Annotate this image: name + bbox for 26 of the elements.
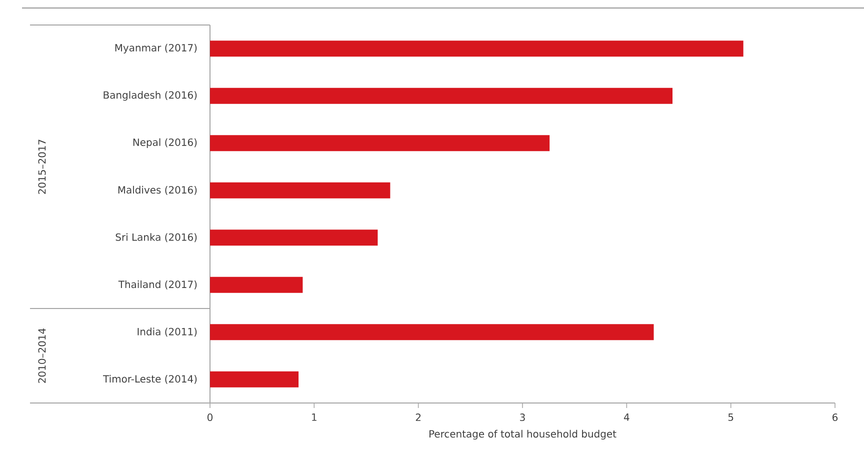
- x-tick-label: 4: [624, 414, 630, 421]
- text: 2010–2014: [38, 328, 46, 383]
- x-tick-label: 5: [728, 414, 734, 421]
- y-tick-label: Sri Lanka (2016): [116, 233, 197, 242]
- x-axis-title: Percentage of total household budget: [430, 430, 616, 440]
- y-tick-label: Myanmar (2017): [115, 44, 197, 54]
- y-tick-label: Bangladesh (2016): [104, 91, 197, 101]
- bar: [210, 230, 378, 246]
- text: 2015–2017: [38, 140, 46, 194]
- bar: [210, 276, 303, 293]
- bar: [210, 135, 550, 152]
- y-tick-label: Nepal (2016): [133, 138, 197, 148]
- x-tick-label: 2: [416, 414, 421, 421]
- y-tick-label: Timor-Leste (2014): [103, 374, 197, 384]
- x-tick-label: 0: [207, 414, 213, 422]
- y-tick-label: Maldives (2016): [118, 186, 197, 195]
- bar: [210, 371, 299, 388]
- bar: [210, 182, 390, 198]
- x-tick-label: 6: [832, 414, 838, 422]
- y-tick-label: Thailand (2017): [118, 280, 197, 290]
- bar: [210, 324, 654, 340]
- x-tick-label: 1: [312, 414, 316, 421]
- bar: [210, 40, 744, 57]
- x-tick-label: 3: [520, 414, 525, 422]
- y-tick-label: India (2011): [138, 328, 197, 337]
- bar: [210, 88, 672, 104]
